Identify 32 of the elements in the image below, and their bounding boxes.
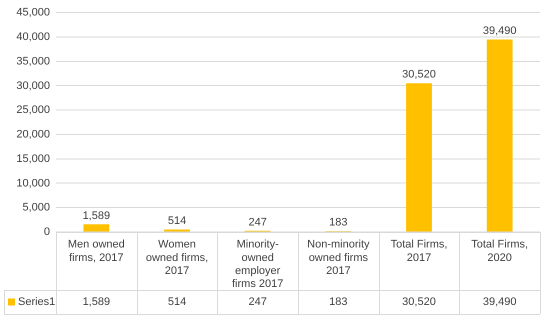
y-tick-label: 5,000 [22,202,50,214]
y-tick-label: 45,000 [16,6,50,19]
y-tick-label: 20,000 [16,128,50,141]
bar [486,39,513,232]
data-label: 247 [248,296,267,308]
legend-label: Series1 [18,296,56,308]
data-label: 183 [329,296,348,308]
y-tick-label: 35,000 [16,55,50,68]
text: 183 [329,216,348,229]
y-tick-label: 25,000 [16,104,50,116]
data-label: 39,490 [482,296,516,308]
x-tick-label: Total Firms, 2017 [390,238,448,264]
text: 39,490 [482,24,516,37]
data-label: 30,520 [402,296,436,308]
x-tick-label: Men owned firms, 2017 [68,238,125,264]
y-tick-label: 10,000 [16,177,50,190]
data-label: 1,589 [82,296,110,308]
x-tick-label: Non-minority owned firms 2017 [307,238,370,278]
text: 30,520 [402,68,436,81]
x-tick-label: Minority-owned employer firms 2017 [232,238,284,290]
y-tick-label: 30,000 [16,80,50,92]
text: 247 [248,216,267,228]
y-tick-label: 0 [44,226,50,238]
text: 514 [168,215,186,228]
bar [83,224,110,232]
data-label: 514 [168,296,186,308]
x-tick-label: Total Firms, 2020 [471,238,528,264]
x-tick-label: Women owned firms, 2017 [146,238,208,278]
y-tick-label: 40,000 [16,31,50,44]
text: 1,589 [82,210,110,222]
y-tick-label: 15,000 [16,152,50,165]
bar [406,83,432,232]
